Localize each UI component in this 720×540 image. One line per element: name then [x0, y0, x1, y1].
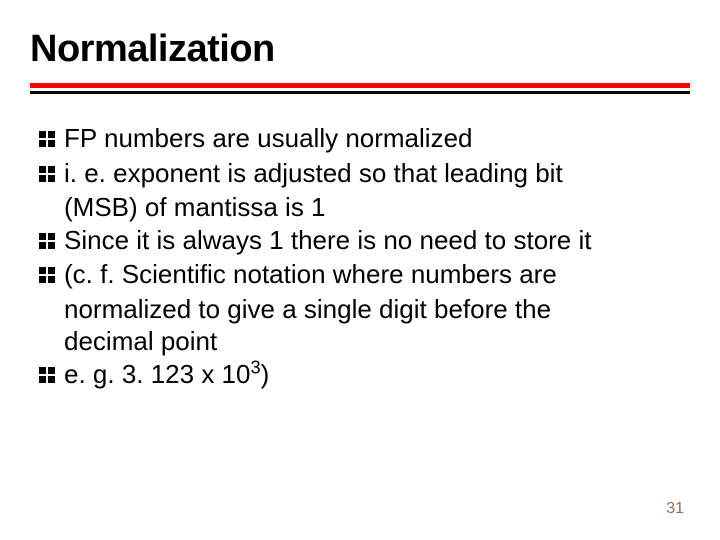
bullet-text-pre: e. g. 3. 123 x 10	[64, 359, 250, 389]
bullet-text-post: )	[261, 359, 270, 389]
bullet-item: e. g. 3. 123 x 103)	[36, 358, 680, 391]
dingbat-icon	[36, 128, 58, 150]
dingbat-icon	[36, 364, 58, 386]
superscript: 3	[250, 357, 260, 377]
bullet-text: (c. f. Scientific notation where numbers…	[64, 258, 557, 291]
bullet-item: FP numbers are usually normalized	[36, 122, 680, 155]
bullet-text: e. g. 3. 123 x 103)	[64, 358, 269, 391]
title-divider	[30, 83, 690, 94]
divider-top-bar	[30, 83, 690, 88]
slide-title: Normalization	[30, 28, 690, 71]
dingbat-icon	[36, 163, 58, 185]
bullet-text: FP numbers are usually normalized	[64, 122, 472, 155]
bullet-continuation: normalized to give a single digit before…	[64, 293, 680, 326]
bullet-text: i. e. exponent is adjusted so that leadi…	[64, 157, 563, 190]
bullet-continuation: decimal point	[64, 325, 680, 358]
dingbat-icon	[36, 230, 58, 252]
bullet-text: Since it is always 1 there is no need to…	[64, 224, 592, 257]
bullet-item: (c. f. Scientific notation where numbers…	[36, 258, 680, 291]
dingbat-icon	[36, 264, 58, 286]
bullet-continuation: (MSB) of mantissa is 1	[64, 191, 680, 224]
bullet-item: Since it is always 1 there is no need to…	[36, 224, 680, 257]
divider-bottom-bar	[30, 91, 690, 94]
page-number: 31	[666, 500, 684, 518]
slide: Normalization FP numbers are usually nor…	[0, 0, 720, 540]
bullet-item: i. e. exponent is adjusted so that leadi…	[36, 157, 680, 190]
bullet-list: FP numbers are usually normalized i. e. …	[30, 122, 690, 390]
